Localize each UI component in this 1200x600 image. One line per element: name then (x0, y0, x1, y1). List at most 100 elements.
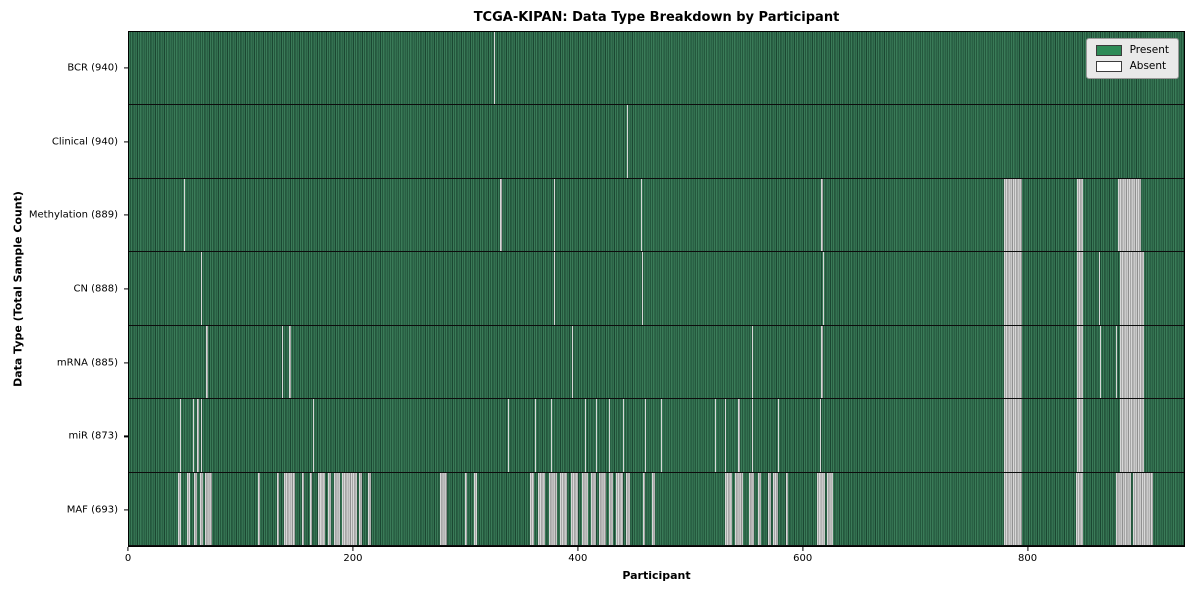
absent-stripe (1077, 252, 1083, 325)
absent-stripe (1004, 399, 1023, 472)
absent-stripe (301, 472, 305, 545)
absent-stripe (652, 472, 656, 545)
absent-stripe (622, 399, 624, 472)
absent-stripe (822, 252, 824, 325)
absent-stripe (194, 472, 198, 545)
absent-stripe (595, 399, 597, 472)
legend-label-absent: Absent (1129, 60, 1167, 72)
absent-stripe (493, 32, 495, 105)
x-axis-title: Participant (622, 569, 691, 582)
absent-stripe (559, 472, 567, 545)
absent-stripe (777, 399, 779, 472)
ytick-mark (124, 509, 128, 511)
absent-stripe (591, 472, 596, 545)
absent-stripe (582, 472, 589, 545)
absent-stripe (572, 325, 574, 399)
absent-stripe (529, 472, 535, 545)
absent-stripe (660, 399, 663, 472)
absent-stripe (735, 472, 743, 545)
ytick-mark (124, 67, 128, 69)
absent-stripe (554, 252, 556, 325)
row-cn (129, 252, 1184, 326)
absent-stripe (724, 399, 727, 472)
ytick-mark (124, 214, 128, 216)
xtick-label: 600 (793, 553, 813, 564)
absent-stripe (821, 325, 823, 399)
absent-stripe (645, 399, 647, 472)
absent-stripe (309, 472, 312, 545)
absent-stripe (200, 399, 202, 472)
absent-stripe (1120, 252, 1144, 325)
absent-stripe (317, 472, 326, 545)
absent-stripe (1117, 178, 1142, 252)
legend-entry-present: Present (1095, 44, 1169, 56)
absent-stripe (641, 252, 644, 325)
absent-stripe (1004, 178, 1023, 252)
absent-stripe (827, 472, 833, 545)
xtick-mark (352, 547, 354, 551)
absent-stripe (554, 178, 556, 252)
absent-stripe (821, 178, 823, 252)
ytick-label: CN (888) (73, 283, 118, 295)
absent-stripe (342, 472, 357, 545)
absent-stripe (178, 472, 181, 545)
xtick-label: 800 (1018, 553, 1038, 564)
absent-stripe (1077, 325, 1083, 399)
absent-stripe (724, 472, 732, 545)
absent-stripe (616, 472, 623, 545)
absent-stripe (551, 399, 553, 472)
absent-stripe (714, 399, 716, 472)
absent-stripe (571, 472, 578, 545)
absent-stripe (192, 399, 195, 472)
absent-stripe (1077, 399, 1083, 472)
absent-stripe (500, 178, 502, 252)
absent-stripe (785, 472, 788, 545)
xtick-label: 0 (124, 553, 132, 564)
absent-stripe (816, 472, 825, 545)
absent-stripe (508, 399, 510, 472)
absent-stripe (1004, 252, 1023, 325)
absent-stripe (205, 472, 213, 545)
ytick-label: Clinical (940) (51, 136, 118, 148)
ytick-mark (124, 288, 128, 290)
absent-stripe (609, 399, 611, 472)
absent-stripe (820, 399, 822, 472)
absent-stripe (1077, 178, 1083, 252)
absent-stripe (1098, 252, 1100, 325)
xtick-label: 400 (568, 553, 588, 564)
absent-stripe (1120, 399, 1144, 472)
ytick-label: BCR (940) (67, 62, 118, 74)
absent-stripe (548, 472, 557, 545)
absent-stripe (1099, 325, 1101, 399)
row-mrna (129, 325, 1184, 400)
absent-stripe (584, 399, 586, 472)
absent-stripe (183, 178, 186, 252)
row-mir (129, 399, 1184, 473)
row-methylation (129, 178, 1184, 253)
absent-stripe (199, 472, 204, 545)
absent-stripe (535, 399, 537, 472)
chart-title: TCGA-KIPAN: Data Type Breakdown by Parti… (473, 10, 840, 25)
ytick-label: mRNA (885) (56, 357, 118, 369)
absent-stripe (327, 472, 331, 545)
ytick-mark (124, 435, 128, 438)
legend: Present Absent (1085, 38, 1179, 79)
absent-stripe (748, 472, 755, 545)
xtick-label: 200 (343, 553, 363, 564)
absent-stripe (277, 472, 280, 545)
absent-stripe (179, 399, 181, 472)
row-clinical (129, 105, 1184, 179)
absent-stripe (757, 472, 761, 545)
absent-stripe (281, 325, 283, 399)
absent-stripe (334, 472, 340, 545)
absent-stripe (313, 399, 315, 472)
absent-stripe (609, 472, 613, 545)
absent-stripe (1133, 472, 1153, 545)
absent-stripe (738, 399, 740, 472)
xtick-mark (802, 547, 804, 551)
absent-stripe (283, 472, 296, 545)
absent-stripe (627, 105, 629, 178)
absent-stripe (767, 472, 771, 545)
legend-label-present: Present (1129, 44, 1169, 56)
